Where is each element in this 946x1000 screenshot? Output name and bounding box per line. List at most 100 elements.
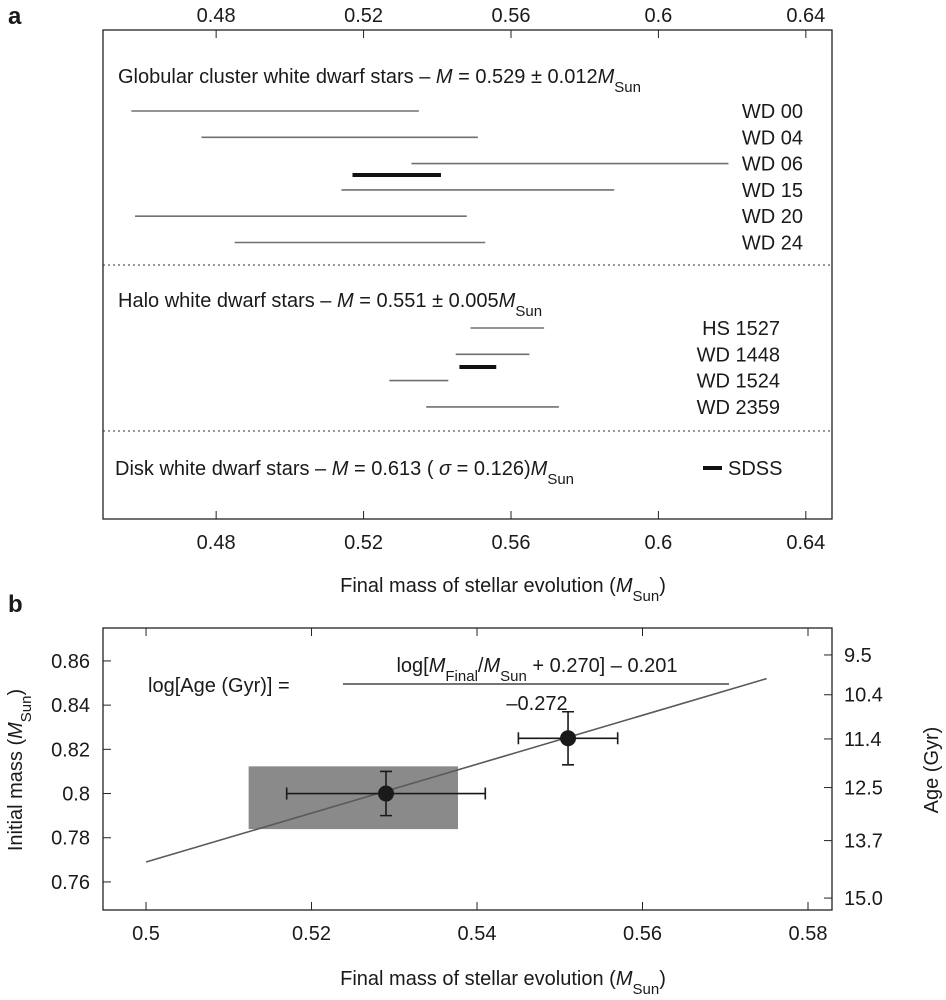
y2-tick-label: 10.4 (844, 685, 883, 707)
row-label: WD 20 (742, 206, 803, 228)
group-title-part: ± (427, 290, 449, 312)
x-axis-label: Final mass of stellar evolution (MSun) (340, 968, 666, 998)
panel-a-frame (102, 29, 833, 520)
group-title-part: Halo white dwarf stars – (118, 290, 337, 312)
y-tick-label: 0.78 (51, 828, 90, 850)
y-tick-label: 0.84 (51, 695, 90, 717)
equation-numerator-part: M (483, 655, 500, 677)
x-tick-label: 0.5 (132, 923, 160, 945)
row-label: WD 00 (742, 101, 803, 123)
group-title-part: ± (525, 66, 547, 88)
x-tick-label: 0.64 (786, 5, 825, 27)
x-axis-label-part: M (616, 575, 633, 597)
y2-tick-label: 12.5 (844, 778, 883, 800)
panel-label: b (8, 591, 23, 618)
y-tick-label: 0.82 (51, 739, 90, 761)
group-title: Globular cluster white dwarf stars – M =… (118, 66, 641, 96)
x-tick-label: 0.48 (197, 532, 236, 554)
group-title-part: M (598, 66, 615, 88)
group-title-part: 0.551 (376, 290, 426, 312)
y-axis-label-part: Sun (18, 696, 35, 723)
group-title-part: = (348, 458, 371, 480)
range-box (248, 766, 458, 830)
group-title-part: Sun (515, 303, 542, 320)
group-title-part: 0.529 (475, 66, 525, 88)
x-tick-label: 0.6 (645, 532, 673, 554)
row-label: WD 24 (742, 233, 803, 255)
y2-tick-label: 15.0 (844, 888, 883, 910)
group-title-part: M (337, 290, 354, 312)
x-axis-label-part: Sun (632, 588, 659, 605)
y2-tick-label: 11.4 (844, 729, 881, 751)
y2-tick-label: 13.7 (844, 831, 883, 853)
equation-numerator-part: / (478, 655, 484, 677)
x-tick-label: 0.52 (344, 532, 383, 554)
y-axis-label-part: Initial mass ( (5, 739, 27, 852)
row-label: SDSS (728, 458, 782, 480)
equation-numerator-part: Sun (500, 668, 527, 685)
panel-b-frame (102, 627, 833, 911)
x-tick-label: 0.54 (458, 923, 497, 945)
group-title-part: = (354, 290, 377, 312)
equation-lhs: log[Age (Gyr)] = (148, 675, 290, 697)
x-axis-label-part: Sun (632, 981, 659, 998)
y-tick-label: 0.76 (51, 872, 90, 894)
equation-numerator: log[MFinal/MSun + 0.270] – 0.201 (396, 655, 677, 685)
data-point (560, 730, 577, 747)
y-axis-label-part: ) (5, 689, 27, 696)
x-tick-label: 0.56 (492, 5, 531, 27)
x-tick-label: 0.64 (786, 532, 825, 554)
x-axis-label: Final mass of stellar evolution (MSun) (340, 575, 666, 605)
y2-axis-label: Age (Gyr) (921, 727, 943, 814)
group-title-part: = (453, 66, 476, 88)
group-title-part: M (436, 66, 453, 88)
x-tick-label: 0.52 (292, 923, 331, 945)
equation-numerator-part: log[ (396, 655, 429, 677)
x-tick-label: 0.56 (623, 923, 662, 945)
group-title-part: Sun (547, 471, 574, 488)
x-axis-label-part: ) (659, 968, 666, 990)
group-title-part: 0.613 (371, 458, 421, 480)
group-title-part: ) (524, 458, 531, 480)
group-title-part: ( (421, 458, 439, 480)
x-axis-label-part: ) (659, 575, 666, 597)
group-title-part: Globular cluster white dwarf stars – (118, 66, 436, 88)
data-point (377, 785, 394, 802)
group-title-part: M (499, 290, 516, 312)
row-label: WD 15 (742, 180, 803, 202)
group-title-part: 0.126 (474, 458, 524, 480)
row-label: WD 1524 (697, 371, 780, 393)
group-title-part: 0.005 (449, 290, 499, 312)
group-title-part: M (332, 458, 349, 480)
group-title: Halo white dwarf stars – M = 0.551 ± 0.0… (118, 290, 542, 320)
x-axis-label-part: Final mass of stellar evolution ( (340, 575, 616, 597)
row-label: WD 2359 (697, 397, 780, 419)
x-tick-label: 0.6 (645, 5, 673, 27)
panel-label: a (8, 3, 22, 30)
group-title-part: M (531, 458, 548, 480)
relation-line (145, 677, 767, 863)
x-tick-label: 0.48 (197, 5, 236, 27)
group-title-part: 0.012 (548, 66, 598, 88)
y-tick-label: 0.86 (51, 651, 90, 673)
x-tick-label: 0.58 (789, 923, 828, 945)
y-axis-label: Initial mass (MSun) (5, 689, 35, 851)
y2-tick-label: 9.5 (844, 645, 872, 667)
y-tick-label: 0.8 (62, 784, 90, 806)
x-axis-label-part: Final mass of stellar evolution ( (340, 968, 616, 990)
row-label: WD 06 (742, 154, 803, 176)
equation-numerator-part: M (429, 655, 446, 677)
group-title-part: σ (439, 458, 452, 480)
group-title-part: = (451, 458, 474, 480)
x-tick-label: 0.56 (492, 532, 531, 554)
equation-numerator-part: + 0.270] – 0.201 (527, 655, 678, 677)
x-axis-label-part: M (616, 968, 633, 990)
y-axis-label-part: M (5, 722, 27, 739)
row-label: WD 1448 (697, 344, 780, 366)
group-title: Disk white dwarf stars – M = 0.613 ( σ =… (115, 458, 574, 488)
row-label: HS 1527 (702, 318, 780, 340)
group-title-part: Disk white dwarf stars – (115, 458, 332, 480)
equation-denominator: –0.272 (506, 693, 567, 715)
x-tick-label: 0.52 (344, 5, 383, 27)
